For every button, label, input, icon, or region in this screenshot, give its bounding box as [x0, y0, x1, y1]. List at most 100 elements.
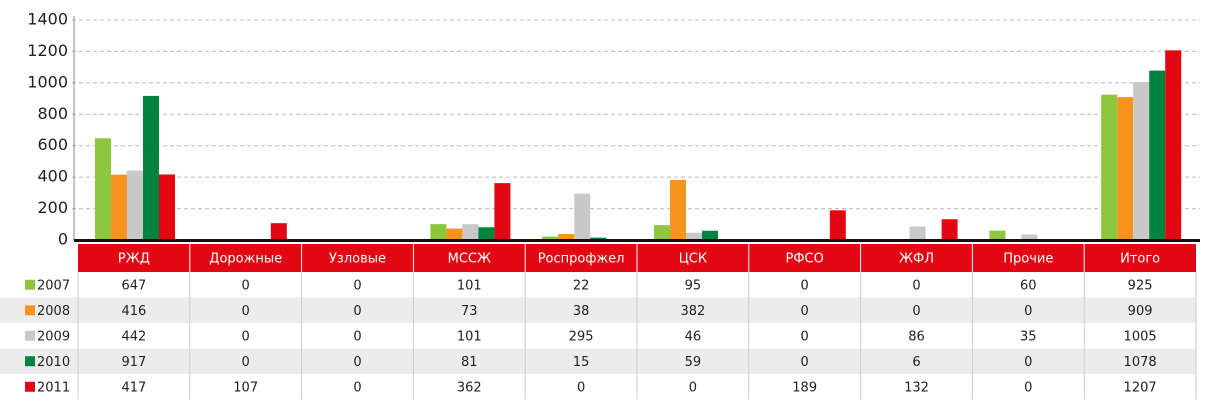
table-cell: 417 [121, 380, 146, 395]
bar [941, 219, 958, 240]
table-cell: 0 [353, 304, 361, 319]
table-cell: 0 [577, 380, 585, 395]
table-cell: 0 [801, 329, 809, 344]
table-row [0, 348, 1196, 374]
table-cell: 0 [1024, 355, 1032, 370]
table-row [0, 297, 1196, 323]
table-cell: 1005 [1124, 329, 1157, 344]
legend-swatch [25, 279, 35, 290]
table-cell: 909 [1128, 304, 1153, 319]
table-cell: 6 [912, 355, 920, 370]
bar [1021, 234, 1038, 240]
legend-label: 2011 [37, 380, 70, 395]
table-cell: 0 [912, 304, 920, 319]
table-cell: 0 [801, 278, 809, 293]
legend-swatch [25, 356, 35, 367]
table-cell: 15 [573, 355, 590, 370]
table-cell: 917 [121, 355, 146, 370]
table-cell: 0 [912, 278, 920, 293]
bar [143, 95, 159, 241]
table-cell: 0 [689, 380, 697, 395]
table-row [0, 323, 1196, 349]
y-tick-label: 1000 [27, 72, 68, 91]
bar [111, 174, 127, 240]
y-tick-label: 1400 [27, 10, 68, 29]
bar [654, 225, 670, 240]
bar [590, 237, 607, 240]
bar [462, 224, 479, 240]
table-cell: 60 [1020, 278, 1037, 293]
table-cell: 59 [685, 355, 702, 370]
header-label: Итого [1120, 252, 1160, 267]
bar [829, 210, 846, 240]
bar [1101, 94, 1118, 241]
header-label: Дорожные [209, 252, 282, 267]
header-label: Прочие [1003, 252, 1053, 267]
bar [430, 224, 447, 240]
y-tick-label: 200 [37, 198, 68, 217]
legend-swatch [25, 381, 35, 392]
legend-label: 2009 [37, 329, 70, 344]
bar [1165, 50, 1182, 241]
bar [95, 138, 111, 240]
table-cell: 1078 [1124, 355, 1157, 370]
bar [702, 230, 718, 240]
table-cell: 0 [242, 304, 250, 319]
table-cell: 132 [904, 380, 929, 395]
table-cell: 0 [1024, 380, 1032, 395]
table-cell: 1207 [1124, 380, 1157, 395]
bar [989, 230, 1006, 240]
table-cell: 442 [121, 329, 146, 344]
table-row [0, 374, 1196, 400]
legend-label: 2007 [37, 278, 70, 293]
legend-label: 2010 [37, 355, 70, 370]
table-cell: 0 [242, 355, 250, 370]
table-cell: 81 [461, 355, 478, 370]
table-cell: 0 [353, 329, 361, 344]
bar [686, 232, 702, 240]
table-cell: 0 [1024, 304, 1032, 319]
header-label: МССЖ [448, 252, 491, 267]
bar [542, 236, 559, 240]
bar [446, 228, 463, 240]
header-label: РЖД [118, 252, 150, 267]
bar [270, 223, 287, 240]
y-tick-label: 0 [58, 230, 68, 249]
table-cell: 0 [801, 355, 809, 370]
bar [494, 183, 511, 240]
bar [1133, 82, 1150, 240]
table-cell: 0 [353, 380, 361, 395]
table-cell: 95 [685, 278, 702, 293]
table-cell: 46 [685, 329, 702, 344]
table-cell: 0 [242, 278, 250, 293]
table-cell: 295 [569, 329, 594, 344]
table-cell: 0 [353, 355, 361, 370]
table-cell: 38 [573, 304, 590, 319]
table-cell: 382 [680, 304, 705, 319]
table-cell: 86 [908, 329, 925, 344]
bar [670, 179, 686, 240]
header-label: ЦСК [679, 252, 707, 267]
table-cell: 362 [457, 380, 482, 395]
header-label: Узловые [329, 252, 386, 267]
table-row [0, 272, 1196, 298]
y-tick-label: 800 [37, 104, 68, 123]
y-tick-label: 600 [37, 135, 68, 154]
bar [1117, 97, 1134, 241]
header-label: Роспрофжел [538, 252, 625, 267]
baseline [74, 239, 1200, 242]
table-cell: 73 [461, 304, 478, 319]
table-cell: 416 [121, 304, 146, 319]
legend-label: 2008 [37, 304, 70, 319]
table-cell: 101 [457, 329, 482, 344]
table-cell: 647 [121, 278, 146, 293]
y-tick-label: 1200 [27, 41, 68, 60]
header-label: ЖФЛ [899, 252, 934, 267]
bar [159, 174, 175, 240]
table-cell: 35 [1020, 329, 1037, 344]
legend-swatch [25, 305, 35, 316]
table-cell: 101 [457, 278, 482, 293]
table-cell: 0 [801, 304, 809, 319]
table-cell: 22 [573, 278, 590, 293]
